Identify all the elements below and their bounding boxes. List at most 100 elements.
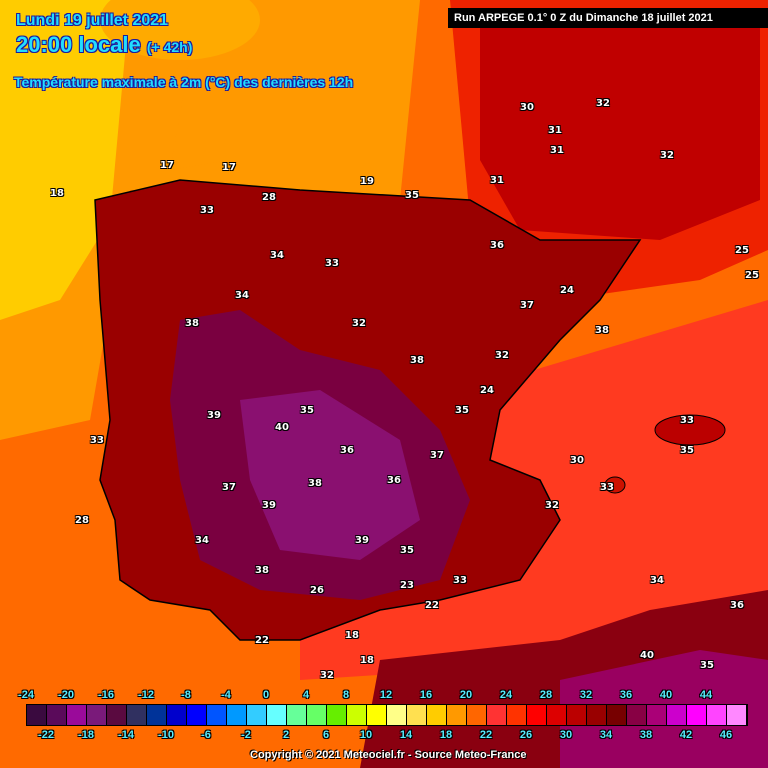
legend-label-top: 4 (302, 689, 310, 701)
temperature-label: 39 (207, 410, 221, 421)
temperature-label: 17 (160, 160, 174, 171)
temperature-label: 31 (548, 125, 562, 136)
legend-swatch (407, 705, 427, 725)
legend-swatch (27, 705, 47, 725)
temperature-label: 33 (680, 415, 694, 426)
temperature-label: 38 (595, 325, 609, 336)
legend-swatch (207, 705, 227, 725)
legend-swatch (447, 705, 467, 725)
legend-label-bottom: 22 (479, 729, 493, 741)
temperature-label: 35 (680, 445, 694, 456)
legend-swatch (47, 705, 67, 725)
temperature-label: 35 (405, 190, 419, 201)
temperature-label: 32 (352, 318, 366, 329)
legend-swatch (67, 705, 87, 725)
temperature-label: 32 (660, 150, 674, 161)
temperature-label: 18 (50, 188, 64, 199)
legend-label-bottom: -2 (241, 729, 251, 741)
legend-label-bottom: 6 (322, 729, 330, 741)
model-run-info: Run ARPEGE 0.1° 0 Z du Dimanche 18 juill… (448, 8, 768, 28)
temperature-label: 35 (400, 545, 414, 556)
legend-label-top: -12 (138, 689, 154, 701)
legend-swatch (267, 705, 287, 725)
temperature-label: 32 (320, 670, 334, 681)
legend-swatch (667, 705, 687, 725)
legend-label-top: 44 (699, 689, 713, 701)
temperature-label: 36 (340, 445, 354, 456)
temperature-label: 28 (75, 515, 89, 526)
temperature-label: 26 (310, 585, 324, 596)
legend-swatch (287, 705, 307, 725)
forecast-time-value: 20:00 locale (16, 32, 141, 57)
legend-swatch (247, 705, 267, 725)
ibiza-island (604, 476, 626, 494)
temperature-label: 32 (495, 350, 509, 361)
temperature-label: 23 (400, 580, 414, 591)
temperature-label: 18 (345, 630, 359, 641)
temperature-label: 22 (425, 600, 439, 611)
temperature-label: 40 (275, 422, 289, 433)
legend-label-top: 12 (379, 689, 393, 701)
temperature-label: 31 (550, 145, 564, 156)
temperature-label: 36 (387, 475, 401, 486)
legend-label-bottom: -14 (118, 729, 134, 741)
temperature-label: 34 (270, 250, 284, 261)
legend-swatch (727, 705, 747, 725)
legend-label-bottom: -18 (78, 729, 94, 741)
temperature-label: 35 (455, 405, 469, 416)
temperature-label: 30 (570, 455, 584, 466)
temperature-label: 25 (745, 270, 759, 281)
legend-label-top: 24 (499, 689, 513, 701)
legend-swatch (487, 705, 507, 725)
legend-label-top: -24 (18, 689, 34, 701)
legend-label-bottom: 46 (719, 729, 733, 741)
legend-swatch (327, 705, 347, 725)
temperature-label: 24 (480, 385, 494, 396)
color-legend (26, 704, 748, 726)
temperature-label: 37 (520, 300, 534, 311)
legend-swatch (687, 705, 707, 725)
temperature-label: 39 (262, 500, 276, 511)
temperature-label: 19 (360, 176, 374, 187)
temperature-label: 34 (235, 290, 249, 301)
cool-spot (100, 0, 260, 60)
legend-swatch (187, 705, 207, 725)
legend-label-bottom: 18 (439, 729, 453, 741)
temperature-label: 38 (255, 565, 269, 576)
legend-label-bottom: 38 (639, 729, 653, 741)
temperature-label: 39 (355, 535, 369, 546)
legend-swatch (387, 705, 407, 725)
temperature-label: 38 (308, 478, 322, 489)
legend-label-top: 16 (419, 689, 433, 701)
legend-label-top: 28 (539, 689, 553, 701)
legend-label-bottom: -22 (38, 729, 54, 741)
forecast-time: 20:00 locale (+ 42h) (16, 32, 192, 58)
legend-label-bottom: 26 (519, 729, 533, 741)
temperature-label: 35 (700, 660, 714, 671)
legend-label-top: -4 (221, 689, 231, 701)
legend-swatch (87, 705, 107, 725)
legend-swatch (607, 705, 627, 725)
legend-swatch (627, 705, 647, 725)
legend-swatch (587, 705, 607, 725)
hottest-zone (240, 390, 420, 560)
legend-swatch (127, 705, 147, 725)
temperature-label: 18 (360, 655, 374, 666)
temperature-label: 32 (545, 500, 559, 511)
legend-swatch (527, 705, 547, 725)
legend-swatch (647, 705, 667, 725)
legend-label-bottom: 2 (282, 729, 290, 741)
legend-swatch (707, 705, 727, 725)
mallorca-island (654, 414, 726, 446)
legend-swatch (347, 705, 367, 725)
legend-swatch (107, 705, 127, 725)
legend-label-top: 40 (659, 689, 673, 701)
temperature-label: 34 (195, 535, 209, 546)
legend-label-bottom: 14 (399, 729, 413, 741)
legend-swatch (547, 705, 567, 725)
temperature-label: 40 (640, 650, 654, 661)
legend-label-top: 0 (262, 689, 270, 701)
parameter-title: Température maximale à 2m (°C) des derni… (14, 74, 354, 90)
temperature-label: 17 (222, 162, 236, 173)
